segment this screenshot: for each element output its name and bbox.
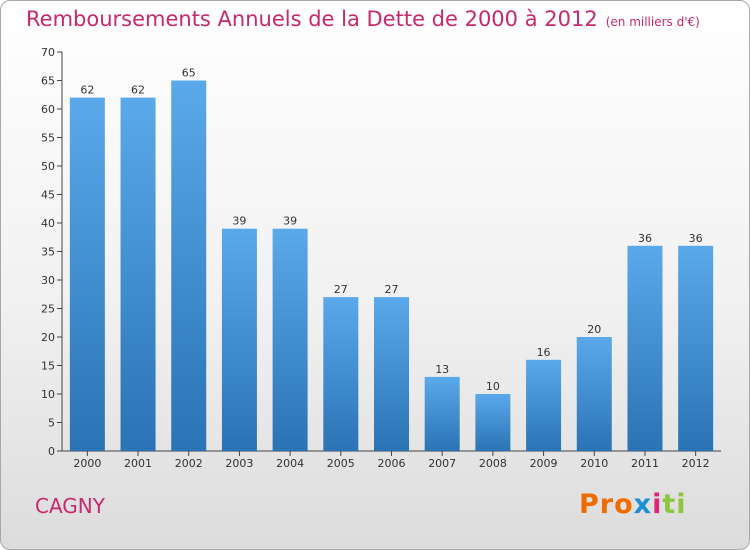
y-tick-label: 10 — [41, 388, 55, 401]
y-tick-label: 45 — [41, 189, 55, 202]
chart-title: Remboursements Annuels de la Dette de 20… — [26, 7, 700, 31]
x-tick-label: 2011 — [631, 457, 659, 470]
bar — [323, 297, 359, 451]
bar — [120, 97, 156, 451]
x-tick-label: 2001 — [124, 457, 152, 470]
x-tick-label: 2006 — [378, 457, 406, 470]
y-tick-label: 30 — [41, 274, 55, 287]
x-tick-label: 2003 — [225, 457, 253, 470]
bar-value-label: 20 — [587, 323, 601, 336]
y-tick-label: 0 — [48, 445, 55, 458]
bar-value-label: 13 — [435, 363, 449, 376]
x-tick-label: 2005 — [327, 457, 355, 470]
bar — [475, 394, 511, 451]
y-tick-label: 20 — [41, 331, 55, 344]
x-tick-label: 2008 — [479, 457, 507, 470]
bar-value-label: 27 — [334, 283, 348, 296]
y-tick-label: 55 — [41, 132, 55, 145]
place-name: CAGNY — [35, 494, 105, 518]
chart-title-main: Remboursements Annuels de la Dette de 20… — [26, 7, 598, 31]
y-tick-label: 25 — [41, 303, 55, 316]
y-tick-label: 40 — [41, 217, 55, 230]
logo-part-4: ti — [662, 489, 687, 520]
bar-value-label: 65 — [182, 67, 196, 80]
logo-part-1: Pro — [579, 489, 634, 520]
bar — [374, 297, 409, 451]
bar-value-label: 27 — [385, 283, 399, 296]
bar-value-label: 62 — [131, 84, 145, 97]
x-tick-label: 2010 — [580, 457, 608, 470]
bar — [221, 228, 257, 451]
bar-value-label: 62 — [80, 84, 94, 97]
bar-value-label: 16 — [537, 346, 551, 359]
bar — [272, 228, 308, 451]
bar-value-label: 10 — [486, 380, 500, 393]
bar — [678, 245, 714, 451]
chart-unit: (en milliers d'€) — [605, 15, 700, 29]
bar-value-label: 39 — [283, 215, 297, 228]
y-tick-label: 70 — [41, 46, 55, 59]
y-tick-label: 60 — [41, 103, 55, 116]
logo-part-2: x — [633, 489, 653, 520]
x-tick-label: 2009 — [530, 457, 558, 470]
x-tick-label: 2007 — [428, 457, 456, 470]
logo-part-3: i — [652, 489, 663, 520]
bar — [576, 337, 612, 451]
bar — [171, 80, 207, 451]
y-tick-label: 15 — [41, 360, 55, 373]
x-tick-label: 2012 — [682, 457, 710, 470]
bar — [424, 376, 460, 451]
y-tick-label: 50 — [41, 160, 55, 173]
bar — [69, 97, 105, 451]
x-tick-label: 2000 — [73, 457, 101, 470]
bar-value-label: 36 — [689, 232, 703, 245]
x-tick-label: 2004 — [276, 457, 304, 470]
bar — [627, 245, 663, 451]
bar-value-label: 36 — [638, 232, 652, 245]
y-tick-label: 5 — [48, 417, 55, 430]
proxiti-logo: Proxiti — [579, 489, 687, 520]
x-tick-label: 2002 — [175, 457, 203, 470]
y-tick-label: 35 — [41, 246, 55, 259]
bar-value-label: 39 — [232, 215, 246, 228]
bar — [526, 359, 562, 451]
y-tick-label: 65 — [41, 75, 55, 88]
